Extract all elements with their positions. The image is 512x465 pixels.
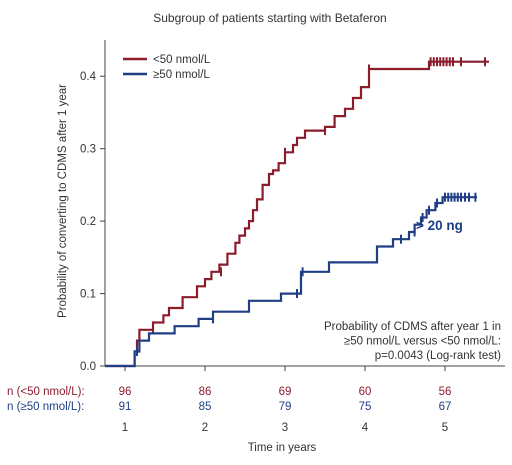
y-tick-label: 0.2	[80, 216, 96, 228]
y-tick-label: 0.0	[80, 361, 96, 373]
axes: 0.0 0.1 0.2 0.3 0.4 1 2 3 4 5	[80, 40, 505, 434]
x-tick-label: 1	[122, 422, 128, 434]
risk-count: 67	[439, 401, 452, 413]
risk-row-label: n (<50 nmol/L):	[7, 386, 85, 398]
risk-count: 56	[439, 386, 452, 398]
risk-table: n (<50 nmol/L): 96 86 69 60 56 n (≥50 nmol/L):…	[7, 386, 451, 413]
risk-count: 91	[119, 401, 132, 413]
callout-label: > 20 ng	[416, 218, 463, 233]
x-tick-label: 3	[282, 422, 288, 434]
y-tick-label: 0.3	[80, 144, 96, 156]
stat-annotation-line: p=0.0043 (Log-rank test)	[375, 350, 501, 362]
risk-count: 75	[359, 401, 372, 413]
stat-annotation-line: Probability of CDMS after year 1 in	[324, 321, 501, 333]
series-1	[105, 57, 489, 368]
risk-count: 60	[359, 386, 372, 398]
risk-count: 86	[199, 386, 212, 398]
series-line	[105, 196, 477, 368]
legend: <50 nmol/L ≥50 nmol/L	[123, 54, 211, 81]
series-2	[105, 192, 477, 368]
stat-annotation-line: ≥50 nmol/L versus <50 nmol/L:	[344, 336, 501, 348]
risk-row-label: n (≥50 nmol/L):	[7, 401, 84, 413]
x-tick-label: 4	[362, 422, 369, 434]
series-line	[105, 60, 489, 368]
annotations: > 20 ng Probability of CDMS after year 1 …	[324, 218, 501, 362]
risk-count: 96	[119, 386, 132, 398]
y-tick-label: 0.4	[80, 71, 97, 83]
legend-label: ≥50 nmol/L	[153, 69, 210, 81]
risk-count: 85	[199, 401, 212, 413]
x-tick-label: 2	[202, 422, 208, 434]
x-tick-label: 5	[442, 422, 448, 434]
y-tick-label: 0.1	[80, 289, 96, 301]
x-axis-label: Time in years	[248, 442, 317, 454]
chart-title: Subgroup of patients starting with Betaf…	[153, 11, 386, 25]
series-layer	[105, 57, 489, 368]
legend-label: <50 nmol/L	[153, 54, 211, 66]
risk-count: 69	[279, 386, 292, 398]
risk-count: 79	[279, 401, 292, 413]
y-axis-label: Probability of converting to CDMS after …	[57, 84, 69, 318]
